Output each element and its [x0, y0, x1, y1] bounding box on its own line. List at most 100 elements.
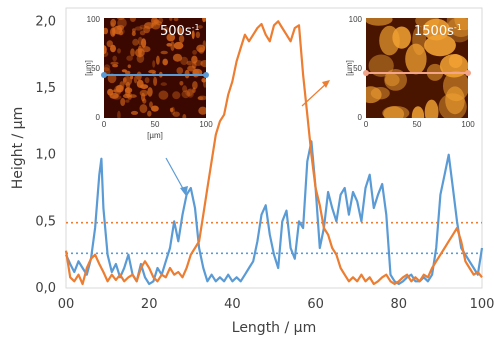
- y-tick-label: 2,0: [35, 14, 56, 29]
- texture-blob: [144, 77, 150, 84]
- texture-blob: [130, 48, 135, 57]
- inset-1500: 1500s-1 [µm] 100 50 0 0 50 100: [345, 15, 475, 129]
- texture-blob: [195, 31, 201, 39]
- texture-blob: [115, 27, 125, 36]
- inset-500-line-start: [101, 72, 107, 78]
- texture-blob: [110, 18, 117, 27]
- texture-blob: [151, 18, 158, 25]
- texture-blob: [148, 69, 157, 74]
- x-tick-label: 80: [391, 297, 408, 312]
- texture-blob: [179, 81, 184, 86]
- texture-blob: [187, 65, 196, 72]
- texture-blob: [200, 60, 206, 68]
- texture-blob: [104, 27, 109, 35]
- texture-blob: [446, 18, 468, 43]
- inset-500-xtick: 50: [151, 120, 160, 129]
- texture-blob: [113, 25, 123, 35]
- x-axis-title: Length / µm: [232, 320, 316, 336]
- texture-blob: [158, 90, 169, 100]
- texture-blob: [149, 101, 153, 108]
- texture-blob: [446, 18, 468, 38]
- inset-1500-line-end: [465, 70, 471, 76]
- texture-blob: [160, 82, 167, 86]
- texture-blob: [170, 106, 176, 115]
- texture-blob: [384, 73, 400, 87]
- inset-500-xtick: 0: [102, 120, 107, 129]
- inset-1500-texture: [366, 18, 468, 118]
- inset-500: 500s-1 [µm] [µm] 100 50 0 0 50 100: [84, 15, 213, 140]
- texture-blob: [366, 86, 382, 104]
- inset-1500-xtick: 50: [413, 120, 422, 129]
- texture-blob: [202, 18, 206, 23]
- inset-1500-xtick: 0: [364, 120, 369, 129]
- y-tick-label: 0,5: [35, 214, 56, 229]
- inset-500-line-end: [203, 72, 209, 78]
- texture-blob: [110, 22, 115, 28]
- texture-blob: [182, 114, 187, 118]
- texture-blob: [133, 75, 138, 84]
- texture-blob: [112, 64, 119, 68]
- y-tick-label: 0,0: [35, 281, 56, 296]
- texture-blob: [122, 77, 127, 83]
- x-tick-label: 20: [141, 297, 158, 312]
- texture-blob: [169, 107, 174, 113]
- inset-500-ytick: 50: [91, 64, 100, 73]
- texture-blob: [106, 40, 114, 48]
- texture-blob: [411, 106, 425, 118]
- inset-1500-ytick: 100: [349, 15, 363, 24]
- texture-blob: [143, 25, 151, 34]
- texture-blob: [202, 40, 206, 49]
- texture-blob: [166, 43, 172, 47]
- texture-blob: [366, 18, 393, 26]
- texture-blob: [180, 56, 189, 66]
- inset-1500-y-label: [µm]: [345, 60, 354, 76]
- y-axis-ticks: 0,0 0,5 1,0 1,5 2,0: [35, 14, 56, 296]
- texture-blob: [162, 58, 168, 66]
- inset-500-ytick: 100: [87, 15, 101, 24]
- texture-blob: [423, 18, 450, 41]
- texture-blob: [130, 110, 139, 115]
- inset-500-ytick: 0: [96, 113, 101, 122]
- texture-blob: [197, 95, 206, 101]
- texture-blob: [370, 87, 390, 100]
- texture-blob: [191, 30, 195, 40]
- texture-blob: [132, 38, 139, 46]
- texture-blob: [173, 18, 179, 22]
- texture-blob: [110, 44, 116, 53]
- inset-1500-xtick: 100: [461, 120, 475, 129]
- texture-blob: [117, 48, 121, 54]
- y-tick-label: 1,5: [35, 81, 56, 96]
- texture-blob: [114, 85, 122, 96]
- texture-blob: [445, 86, 465, 115]
- texture-blob: [201, 78, 206, 83]
- texture-blob: [112, 55, 117, 62]
- texture-blob: [166, 33, 176, 42]
- texture-blob: [109, 93, 119, 99]
- texture-blob: [120, 98, 126, 106]
- texture-blob: [104, 45, 107, 54]
- texture-blob: [126, 55, 133, 61]
- texture-blob: [169, 18, 173, 21]
- texture-blob: [424, 34, 456, 57]
- texture-blob: [454, 18, 468, 31]
- texture-blob: [176, 67, 184, 75]
- texture-blob: [193, 60, 203, 66]
- series-line-1: [64, 140, 484, 286]
- texture-blob: [141, 38, 147, 48]
- texture-blob: [424, 99, 439, 118]
- texture-blob: [104, 64, 111, 72]
- texture-blob: [438, 93, 467, 118]
- x-tick-label: 100: [470, 297, 494, 312]
- texture-blob: [181, 90, 191, 99]
- texture-blob: [191, 55, 198, 64]
- texture-blob: [170, 41, 175, 51]
- texture-blob: [383, 106, 405, 118]
- x-tick-label: 40: [224, 297, 241, 312]
- orange-arrow: [301, 81, 329, 107]
- texture-blob: [177, 27, 183, 36]
- texture-blob: [136, 79, 144, 88]
- texture-blob: [186, 60, 193, 66]
- texture-blob: [124, 87, 133, 94]
- texture-blob: [117, 18, 125, 20]
- texture-blob: [117, 110, 121, 118]
